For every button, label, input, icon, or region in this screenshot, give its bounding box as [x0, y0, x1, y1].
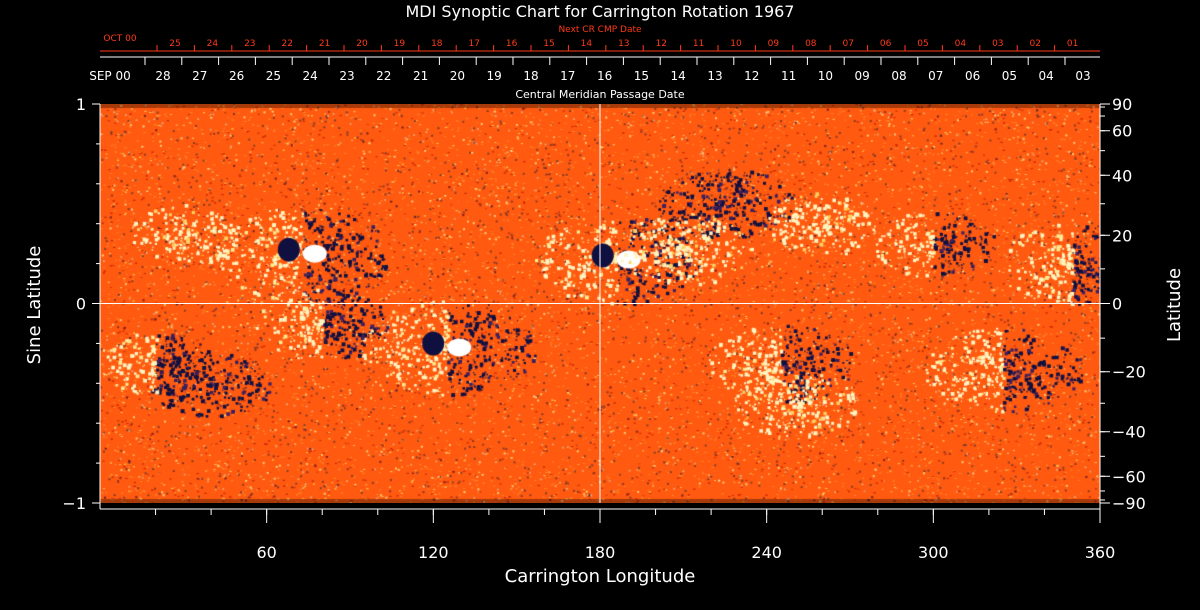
next-cr-date-label: 13 — [618, 39, 629, 49]
next-cr-date-label: 08 — [805, 39, 817, 49]
next-cr-date-label: 05 — [917, 39, 928, 49]
cmp-date-label: 10 — [818, 69, 833, 83]
cmp-date-label: 11 — [781, 69, 796, 83]
cmp-date-label: 27 — [192, 69, 207, 83]
cmp-date-label: 14 — [671, 69, 686, 83]
cmp-date-label: 05 — [1002, 69, 1017, 83]
cmp-date-label: 16 — [597, 69, 612, 83]
next-cr-date-label: 23 — [244, 39, 255, 49]
cmp-date-label: 23 — [339, 69, 354, 83]
next-cr-date-label: 11 — [693, 39, 704, 49]
next-cr-date-label: 04 — [955, 39, 967, 49]
cmp-month-label: SEP 00 — [89, 69, 131, 83]
cmp-date-label: 17 — [560, 69, 575, 83]
next-cr-date-label: 03 — [992, 39, 1003, 49]
next-cr-date-label: 07 — [842, 39, 853, 49]
cmp-date-label: 07 — [928, 69, 943, 83]
cmp-date-label: 13 — [707, 69, 722, 83]
y-left-tick-label: 1 — [76, 95, 86, 114]
next-cr-date-label: 06 — [880, 39, 892, 49]
cmp-date-label: 03 — [1075, 69, 1090, 83]
x-axis-label: Carrington Longitude — [505, 566, 696, 587]
x-tick-label: 120 — [418, 543, 449, 562]
cmp-date-label: 20 — [450, 69, 465, 83]
x-tick-label: 300 — [918, 543, 949, 562]
next-cr-label: Next CR CMP Date — [558, 25, 642, 35]
next-cr-date-label: 25 — [169, 39, 180, 49]
next-cr-date-label: 09 — [768, 39, 780, 49]
x-tick-label: 360 — [1085, 543, 1116, 562]
y-axis-label-left: Sine Latitude — [24, 246, 45, 365]
cmp-date-label: 19 — [487, 69, 502, 83]
next-month-label: OCT 00 — [103, 34, 136, 44]
next-cr-date-label: 15 — [543, 39, 554, 49]
latitude-tick-label: 20 — [1112, 226, 1132, 245]
next-cr-date-label: 01 — [1067, 39, 1078, 49]
latitude-tick-label: 40 — [1112, 166, 1132, 185]
cmp-date-label: 04 — [1039, 69, 1054, 83]
x-tick-label: 60 — [256, 543, 276, 562]
cmp-date-label: 22 — [376, 69, 391, 83]
chart-title: MDI Synoptic Chart for Carrington Rotati… — [406, 2, 795, 21]
latitude-tick-label: −20 — [1112, 363, 1146, 382]
cmp-date-label: 18 — [523, 69, 538, 83]
latitude-tick-label: 60 — [1112, 122, 1132, 141]
latitude-tick-label: −40 — [1112, 423, 1146, 442]
cmp-date-label: 28 — [155, 69, 170, 83]
cmp-date-label: 25 — [266, 69, 281, 83]
next-cr-date-label: 18 — [431, 39, 443, 49]
cmp-date-label: 08 — [891, 69, 906, 83]
latitude-tick-label: −60 — [1112, 467, 1146, 486]
next-cr-date-label: 14 — [581, 39, 593, 49]
next-cr-date-label: 20 — [356, 39, 368, 49]
cmp-date-label: 06 — [965, 69, 980, 83]
next-cr-date-label: 16 — [506, 39, 518, 49]
next-cr-date-label: 12 — [655, 39, 666, 49]
x-tick-label: 240 — [751, 543, 782, 562]
top-axis-title: Central Meridian Passage Date — [515, 88, 684, 101]
cmp-date-label: 21 — [413, 69, 428, 83]
x-tick-label: 180 — [585, 543, 616, 562]
cmp-date-label: 24 — [303, 69, 318, 83]
next-cr-date-label: 10 — [730, 39, 742, 49]
next-cr-date-label: 02 — [1029, 39, 1040, 49]
next-cr-date-label: 22 — [281, 39, 292, 49]
next-cr-date-label: 19 — [394, 39, 406, 49]
y-axis-label-right: Latitude — [1164, 268, 1185, 342]
next-cr-date-label: 17 — [468, 39, 479, 49]
cmp-date-label: 26 — [229, 69, 244, 83]
next-cr-date-label: 21 — [319, 39, 330, 49]
cmp-date-label: 09 — [855, 69, 870, 83]
y-left-tick-label: 0 — [76, 295, 86, 314]
latitude-tick-label: 90 — [1112, 95, 1132, 114]
next-cr-date-label: 24 — [207, 39, 219, 49]
cmp-date-label: 15 — [634, 69, 649, 83]
y-left-tick-label: −1 — [62, 494, 86, 513]
latitude-tick-label: 0 — [1112, 295, 1122, 314]
latitude-tick-label: −90 — [1112, 494, 1146, 513]
cmp-date-label: 12 — [744, 69, 759, 83]
